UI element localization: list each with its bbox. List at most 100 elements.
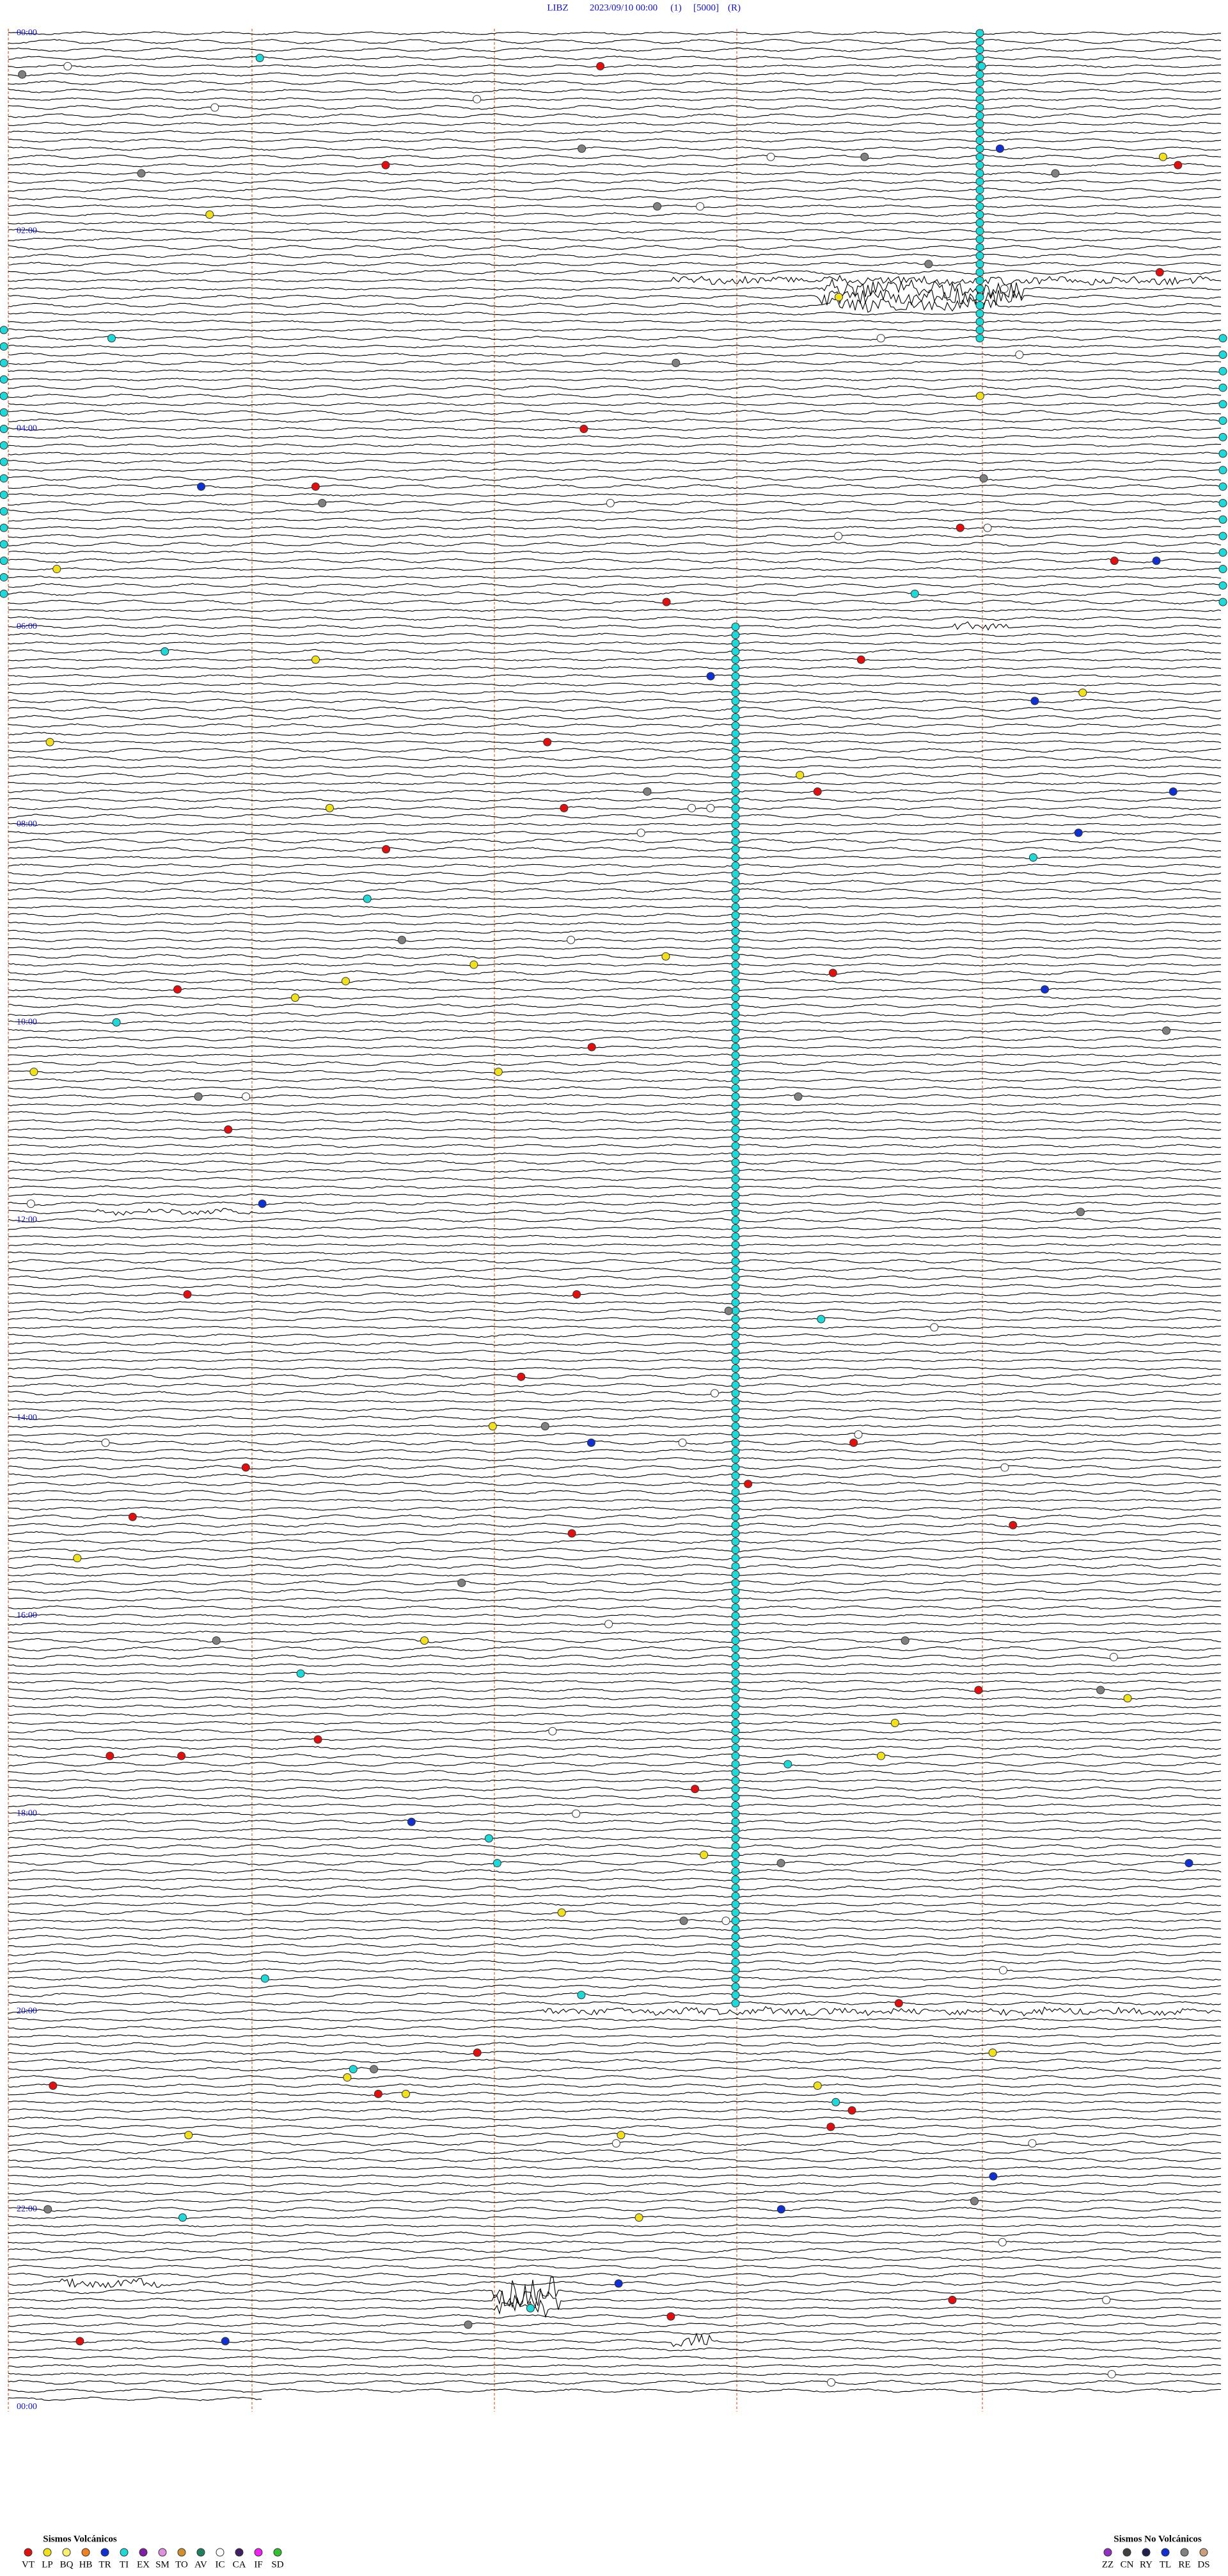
event [73, 1554, 82, 1563]
trace [8, 1663, 1222, 1668]
event [731, 746, 740, 755]
event [381, 161, 390, 170]
event [731, 1949, 740, 1958]
event [731, 1438, 740, 1447]
trace [8, 2174, 1222, 2179]
event [731, 828, 740, 837]
trace [8, 1316, 1222, 1322]
trace [8, 1391, 1222, 1396]
event [731, 697, 740, 706]
trace [8, 1671, 1222, 1675]
trace [8, 2133, 1222, 2138]
trace [8, 929, 1222, 934]
trace [8, 80, 1222, 85]
event [731, 803, 740, 812]
event [1078, 688, 1087, 697]
event [731, 1034, 740, 1043]
event [311, 655, 320, 664]
event [731, 1554, 740, 1563]
event [731, 729, 740, 738]
trace [8, 2001, 1222, 2005]
event [731, 1743, 740, 1752]
event [901, 1636, 909, 1645]
trace [8, 1762, 1222, 1767]
event [731, 1364, 740, 1373]
event [731, 1611, 740, 1620]
event [731, 1776, 740, 1785]
event [177, 1751, 186, 1760]
event [731, 1702, 740, 1711]
trace [8, 690, 1222, 695]
event [731, 1991, 740, 2000]
trace [8, 674, 1222, 679]
event [731, 1290, 740, 1299]
event [956, 523, 964, 532]
legend-swatch [158, 2548, 167, 2557]
trace [8, 1226, 1222, 1231]
event [731, 993, 740, 1002]
event [572, 1290, 581, 1299]
trace [8, 1176, 1222, 1181]
event [0, 375, 8, 384]
trace [8, 475, 1222, 481]
event [721, 1916, 730, 1925]
event [731, 1356, 740, 1365]
trace [8, 1728, 1222, 1734]
event [731, 1957, 740, 1966]
event [1030, 697, 1039, 706]
event [128, 1512, 137, 1521]
trace [8, 2355, 1222, 2360]
trace [8, 377, 1222, 381]
trace [8, 1547, 1222, 1553]
event [731, 1068, 740, 1077]
trace [8, 1499, 1222, 1503]
event [318, 498, 327, 507]
event [696, 202, 705, 211]
event [731, 1842, 740, 1851]
trace [8, 122, 1222, 126]
trace [8, 1869, 1222, 1874]
trace [8, 1613, 1222, 1618]
trace [8, 938, 1222, 942]
trace [8, 1894, 1222, 1898]
time-label: 20:00 [17, 2007, 37, 2016]
trace [8, 864, 1222, 868]
event [731, 1240, 740, 1249]
legend-code: RE [1178, 2559, 1190, 2570]
event [731, 1809, 740, 1818]
legend-code: SM [155, 2559, 169, 2570]
trace [8, 1144, 1222, 1148]
trace [8, 105, 1222, 110]
event [1218, 482, 1227, 491]
trace [8, 1251, 1222, 1255]
event [706, 672, 715, 681]
event [731, 1009, 740, 1018]
trace [8, 1308, 1222, 1313]
event [1152, 557, 1161, 565]
trace [8, 954, 1222, 960]
trace [8, 1745, 1222, 1750]
event [998, 2238, 1007, 2247]
event [731, 1463, 740, 1472]
event [731, 812, 740, 821]
trace [8, 1045, 1222, 1049]
event [617, 2131, 626, 2140]
event [731, 1084, 740, 1093]
event [402, 2089, 411, 2098]
trace [8, 352, 1222, 357]
trace [8, 575, 1222, 580]
trace [8, 130, 1222, 134]
legend-code: BQ [60, 2559, 74, 2570]
trace [8, 1054, 1222, 1057]
event [1123, 1694, 1132, 1703]
trace [8, 608, 1222, 612]
event [606, 498, 615, 507]
trace [8, 452, 1222, 455]
trace [8, 2380, 1222, 2385]
event [731, 738, 740, 747]
event [464, 2320, 473, 2329]
trace [8, 541, 1222, 547]
trace [8, 369, 1222, 373]
trace [8, 846, 1222, 852]
event [975, 301, 984, 310]
